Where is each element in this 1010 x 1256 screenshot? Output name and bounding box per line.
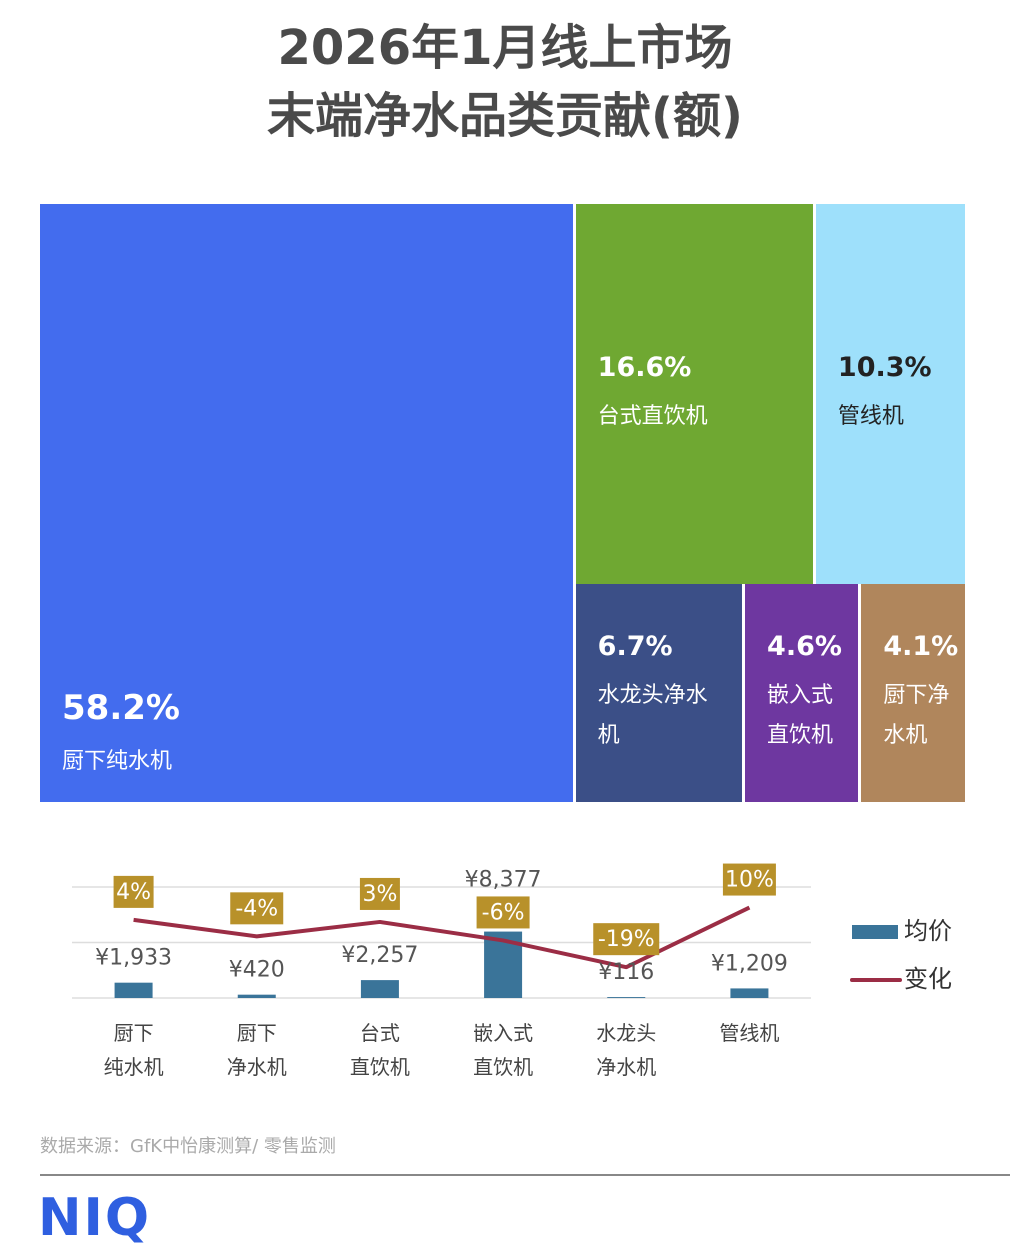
line-value-label: -4% — [235, 896, 278, 921]
x-tick-label: 水龙头 净水机 — [596, 1021, 657, 1079]
treemap-tile: 4.6% 嵌入式直饮机 — [745, 584, 859, 802]
tile-label: 台式直饮机 — [597, 403, 708, 429]
logo: NIQ — [38, 1188, 152, 1248]
line-value-label: 4% — [116, 880, 151, 905]
treemap-tile: 10.3% 管线机 — [815, 204, 965, 585]
line-value-label: 3% — [362, 882, 397, 907]
legend-label: 均价 — [904, 917, 952, 945]
bar-value-label: ¥8,377 — [465, 867, 542, 892]
source-note: 数据来源：GfK中怡康测算/ 零售监测 — [40, 1136, 336, 1157]
tile-value-label: 10.3% — [837, 351, 932, 383]
tile-value-label: 4.1% — [883, 630, 959, 662]
bar-value-label: ¥2,257 — [341, 943, 418, 968]
tile-label: 厨下净水机 — [883, 682, 950, 748]
line-value-label: 10% — [725, 868, 774, 893]
line-value-label: -19% — [598, 927, 655, 952]
line-value-label: -6% — [482, 900, 525, 925]
tile-label: 管线机 — [837, 403, 904, 429]
tile-label: 厨下纯水机 — [62, 749, 173, 774]
tile-value-label: 4.6% — [767, 630, 842, 662]
x-tick-label: 厨下 净水机 — [226, 1021, 287, 1079]
x-tick-label: 管线机 — [719, 1021, 780, 1045]
line-label-box — [359, 877, 400, 910]
bar-value-label: ¥1,933 — [95, 946, 172, 971]
legend-label: 变化 — [904, 965, 952, 993]
line-label-box — [476, 896, 530, 929]
line — [133, 905, 751, 970]
bar-value-label: ¥116 — [598, 960, 654, 985]
tile-value-label: 58.2% — [62, 688, 180, 728]
divider — [40, 1174, 1010, 1176]
bar-value-label: ¥1,209 — [711, 951, 788, 976]
tile-label: 水龙头净水机 — [597, 682, 708, 748]
treemap-tile: 6.7% 水龙头净水机 — [575, 584, 743, 802]
line-label-box — [593, 923, 660, 956]
x-tick-label: 嵌入式 直饮机 — [473, 1021, 534, 1079]
x-tick-label: 厨下 纯水机 — [103, 1021, 164, 1079]
bar — [607, 997, 646, 998]
chart-title: 2026年1月线上市场 末端净水品类贡献(额) — [267, 20, 743, 144]
line-label-box — [230, 892, 284, 925]
bar — [114, 982, 153, 998]
bar — [237, 994, 276, 998]
tile-value-label: 16.6% — [597, 351, 692, 383]
bar-value-label: ¥420 — [229, 958, 285, 983]
line-label-box — [113, 875, 154, 908]
line-label-box — [722, 863, 776, 896]
treemap-tile: 4.1% 厨下净水机 — [861, 584, 965, 802]
x-tick-label: 台式 直饮机 — [349, 1021, 410, 1079]
combo-chart: ¥1,933 ¥420 ¥2,257 ¥8,377 ¥116 ¥1,209 4% -4% 3% -… — [72, 863, 952, 999]
treemap-tile: 16.6% 台式直饮机 — [575, 204, 813, 585]
tile-label: 嵌入式直饮机 — [767, 682, 834, 748]
tile-value-label: 6.7% — [597, 630, 673, 662]
legend-swatch — [852, 925, 898, 939]
bar — [730, 988, 769, 998]
bar — [360, 980, 399, 998]
treemap-tile: 58.2% 厨下纯水机 — [40, 204, 573, 802]
